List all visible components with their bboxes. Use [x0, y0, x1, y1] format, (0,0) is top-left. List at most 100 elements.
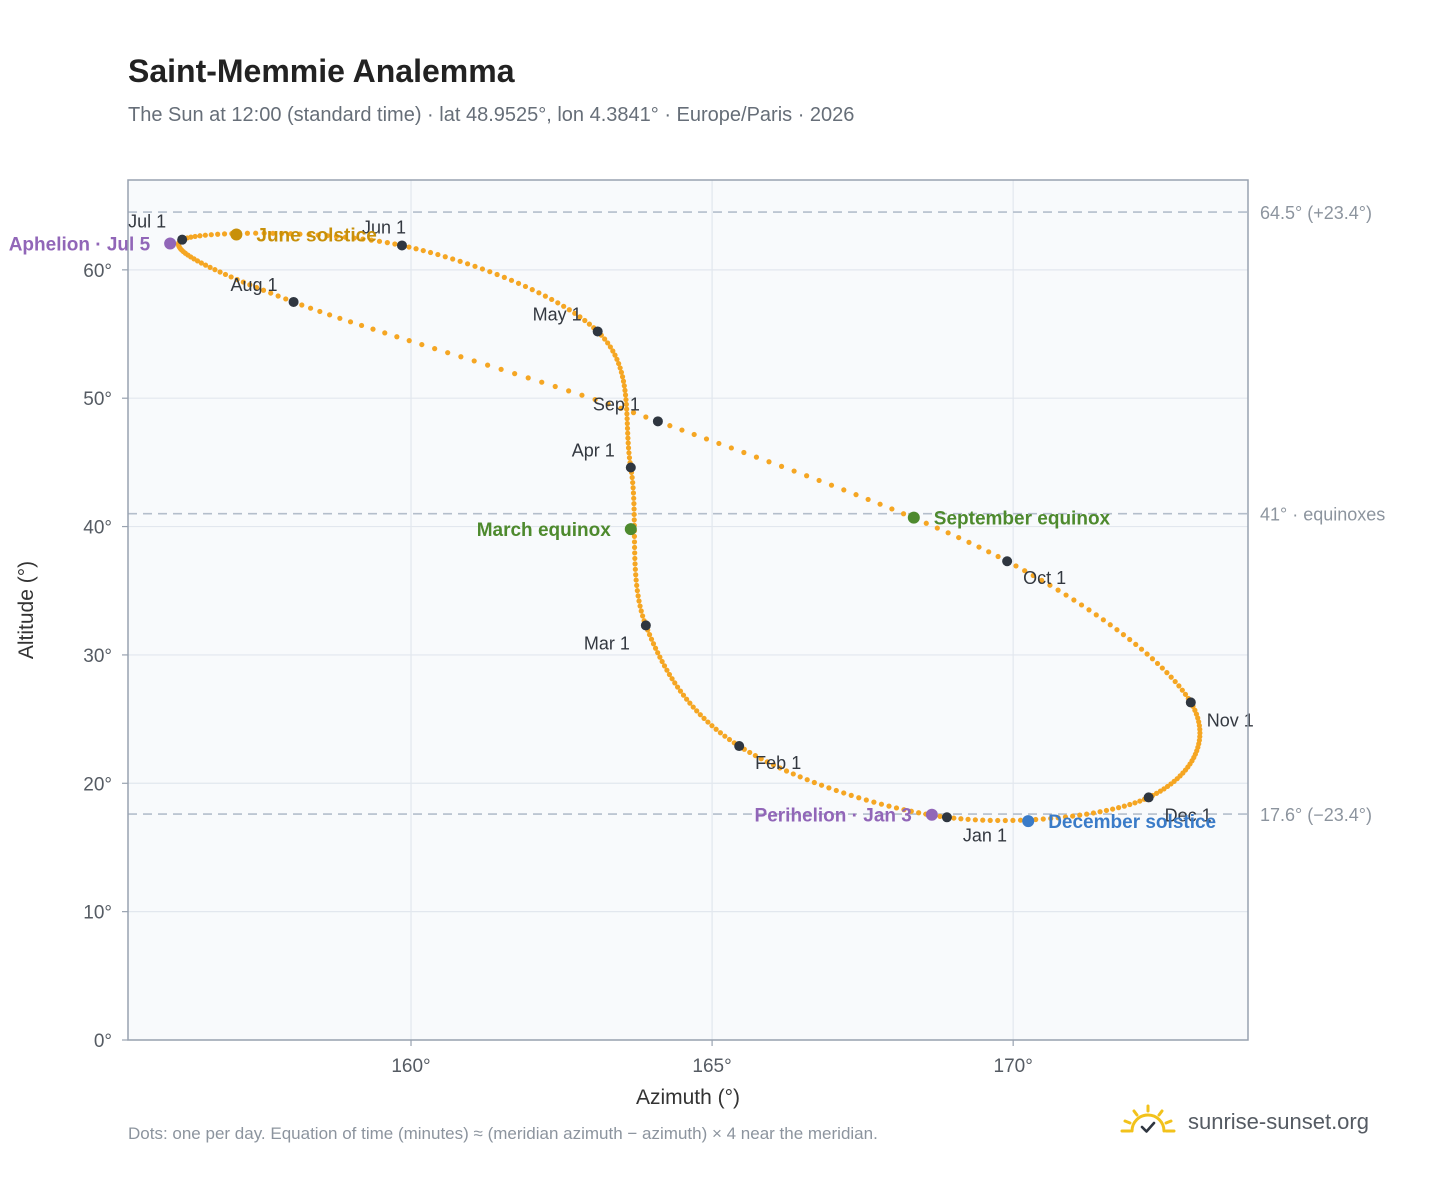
daily-dot: [631, 495, 637, 501]
daily-dot: [677, 688, 684, 694]
daily-dot: [420, 247, 426, 254]
daily-dot: [1071, 597, 1077, 603]
event-marker-label: June solstice: [256, 226, 376, 247]
daily-dot: [1055, 587, 1061, 593]
brand-logo[interactable]: sunrise-sunset.org: [1120, 1104, 1369, 1140]
month-marker-dot: [734, 741, 745, 752]
daily-dot: [632, 566, 638, 572]
daily-dot: [1022, 568, 1028, 574]
month-marker-label: May 1: [533, 304, 582, 324]
month-marker-label: Apr 1: [572, 441, 615, 461]
daily-dot: [625, 440, 631, 446]
daily-dot: [797, 774, 803, 780]
daily-dot: [1159, 665, 1165, 671]
daily-dot: [690, 704, 696, 710]
daily-dot: [966, 539, 972, 545]
daily-dot: [602, 336, 608, 342]
month-marker-dot: [640, 620, 651, 631]
daily-dot: [1062, 814, 1069, 820]
daily-dot: [501, 274, 507, 280]
daily-dot: [976, 544, 982, 550]
daily-dot: [577, 314, 583, 320]
daily-dot: [624, 406, 630, 412]
daily-dot: [643, 414, 649, 420]
daily-dot: [1086, 607, 1092, 613]
daily-dot: [886, 803, 892, 809]
event-markers: June solstice December solstice March equi…: [9, 226, 1216, 834]
daily-dot: [871, 799, 877, 805]
event-marker-dot: [1022, 815, 1035, 828]
daily-dot: [1196, 722, 1202, 729]
event-marker-label: March equinox: [477, 520, 612, 541]
daily-dot: [703, 436, 710, 442]
daily-dot: [1078, 602, 1085, 608]
daily-dot: [347, 319, 354, 325]
daily-dot: [716, 440, 722, 447]
daily-dot: [624, 411, 630, 417]
daily-dot: [770, 762, 777, 768]
daily-dot: [752, 752, 758, 759]
daily-dot: [667, 423, 673, 429]
daily-dot: [1153, 790, 1160, 796]
daily-dot: [1182, 691, 1189, 697]
daily-dot: [764, 759, 770, 765]
daily-dot: [512, 371, 518, 377]
daily-dot: [657, 654, 663, 660]
daily-dot: [315, 232, 321, 238]
daily-dot: [625, 430, 631, 436]
daily-dot: [622, 392, 629, 398]
daily-dot: [722, 733, 728, 739]
daily-dot: [1084, 811, 1090, 817]
month-marker-label: Oct 1: [1023, 568, 1066, 588]
daily-dot: [419, 341, 425, 348]
daily-dot: [1116, 805, 1122, 811]
daily-dot: [618, 405, 624, 411]
event-marker-dot: [230, 228, 243, 241]
x-tick-label: 170°: [994, 1056, 1033, 1077]
daily-dot: [253, 230, 259, 236]
daily-dot: [432, 346, 438, 352]
daily-dot: [1132, 800, 1138, 806]
daily-dot: [666, 671, 673, 678]
daily-dot: [472, 263, 478, 269]
daily-dot: [1107, 622, 1113, 628]
daily-dot: [358, 322, 365, 329]
daily-dot: [713, 726, 719, 732]
daily-dot: [877, 501, 883, 507]
daily-dot: [198, 260, 204, 266]
month-marker-label: Nov 1: [1207, 710, 1254, 730]
daily-dot: [1176, 683, 1182, 689]
daily-dot: [217, 269, 223, 275]
daily-dot: [592, 396, 598, 403]
daily-dot: [561, 303, 567, 309]
plot-frame: [127, 179, 1249, 1041]
daily-dot: [572, 310, 578, 316]
daily-dot: [1138, 646, 1145, 652]
daily-dot: [777, 765, 783, 771]
daily-dot: [701, 715, 707, 721]
daily-dot: [215, 231, 221, 237]
daily-dot: [680, 692, 687, 698]
daily-dot: [1120, 632, 1127, 638]
daily-dot: [631, 511, 637, 518]
daily-dot: [487, 269, 493, 275]
x-tick-label: 165°: [692, 1056, 731, 1077]
daily-dot: [679, 427, 685, 433]
daily-dot: [1033, 816, 1039, 823]
y-tick-label: 30°: [83, 646, 112, 667]
daily-dot: [464, 261, 471, 267]
daily-dot: [620, 378, 627, 384]
daily-dot: [605, 340, 611, 346]
daily-dot: [900, 511, 907, 517]
daily-dot: [457, 258, 463, 264]
month-marker-label: Sep 1: [593, 394, 640, 414]
daily-dot: [370, 326, 376, 332]
daily-dot: [741, 449, 747, 456]
daily-dot: [622, 387, 628, 393]
event-marker-label: December solstice: [1048, 812, 1216, 833]
month-marker-label: Mar 1: [584, 633, 630, 653]
daily-dot: [818, 782, 825, 788]
daily-dot: [376, 238, 383, 244]
x-tick-label: 160°: [391, 1056, 430, 1077]
